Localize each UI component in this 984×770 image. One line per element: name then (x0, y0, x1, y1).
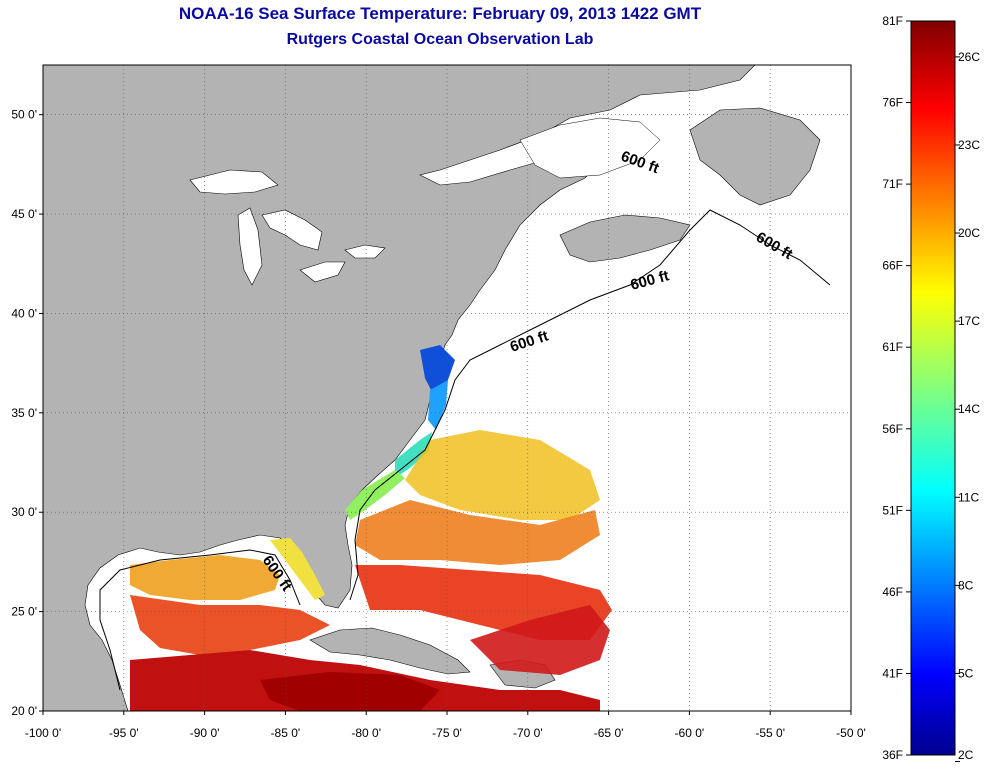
land-cuba (309, 627, 471, 675)
colorbar-f-label: 61F (882, 340, 903, 354)
lat-tick-label: 25 0' (11, 605, 37, 619)
colorbar-c-label: 23C (958, 138, 980, 152)
sst-data (130, 345, 612, 711)
isobath-600ft-gulf (99, 549, 301, 691)
colorbar-f-label: 41F (882, 666, 903, 680)
great-lakes (189, 169, 386, 286)
land-north-america (43, 65, 756, 711)
colorbar-f-label: 71F (882, 177, 903, 191)
colorbar-c-label: 11C (958, 490, 979, 504)
lon-tick-label: -100 0' (25, 726, 61, 740)
lon-tick-label: -95 0' (109, 726, 139, 740)
lon-tick-label: -85 0' (271, 726, 301, 740)
colorbar-f-label: 56F (882, 422, 903, 436)
colorbar-c-label: 5C (958, 666, 974, 680)
colorbar-celsius-labels: 26C 23C 20C 17C 14C 11C 8C 5C 2C (955, 50, 980, 763)
lon-tick-label: -50 0' (836, 726, 866, 740)
land-newfoundland (689, 107, 821, 206)
gulf-st-lawrence (519, 117, 661, 179)
lat-tick-label: 40 0' (11, 306, 37, 320)
lat-tick-label: 35 0' (11, 406, 37, 420)
lat-tick-label: 45 0' (11, 207, 37, 221)
colorbar-f-label: 46F (882, 585, 903, 599)
lon-tick-label: -65 0' (594, 726, 624, 740)
colorbar-fahrenheit-labels: 81F 76F 71F 66F 61F 56F 51F 46F 41F 36F (882, 14, 911, 762)
colorbar-f-label: 51F (882, 503, 903, 517)
colorbar-c-label: 20C (958, 226, 980, 240)
lon-tick-label: -75 0' (432, 726, 462, 740)
land-nova-scotia (559, 214, 691, 263)
map-title: NOAA-16 Sea Surface Temperature: Februar… (178, 4, 702, 23)
lon-tick-label: -55 0' (755, 726, 785, 740)
colorbar-f-label: 66F (882, 259, 903, 273)
longitude-axis: -100 0' -95 0' -90 0' -85 0' -80 0' -75 0' -70… (25, 711, 866, 740)
lon-tick-label: -90 0' (190, 726, 220, 740)
lon-tick-label: -60 0' (675, 726, 705, 740)
isobath-600ft-line (349, 209, 831, 601)
lon-tick-label: -80 0' (351, 726, 381, 740)
map-grid (43, 65, 851, 711)
colorbar-f-label: 81F (882, 14, 903, 28)
colorbar-c-label: 14C (958, 402, 980, 416)
colorbar-c-label: 2C (958, 748, 974, 762)
map-subtitle: Rutgers Coastal Ocean Observation Lab (286, 31, 594, 48)
colorbar-c-label: 17C (958, 314, 980, 328)
colorbar (910, 20, 956, 756)
lat-tick-label: 30 0' (11, 505, 37, 519)
lat-tick-label: 20 0' (11, 704, 37, 718)
lon-tick-label: -70 0' (513, 726, 543, 740)
colorbar-f-label: 36F (882, 748, 903, 762)
colorbar-c-label: 8C (958, 578, 974, 592)
lat-tick-label: 50 0' (11, 108, 37, 122)
colorbar-c-label: 26C (958, 50, 980, 64)
colorbar-f-label: 76F (882, 96, 903, 110)
latitude-axis: 20 0' 25 0' 30 0' 35 0' 40 0' 45 0' 50 0' (11, 108, 43, 718)
